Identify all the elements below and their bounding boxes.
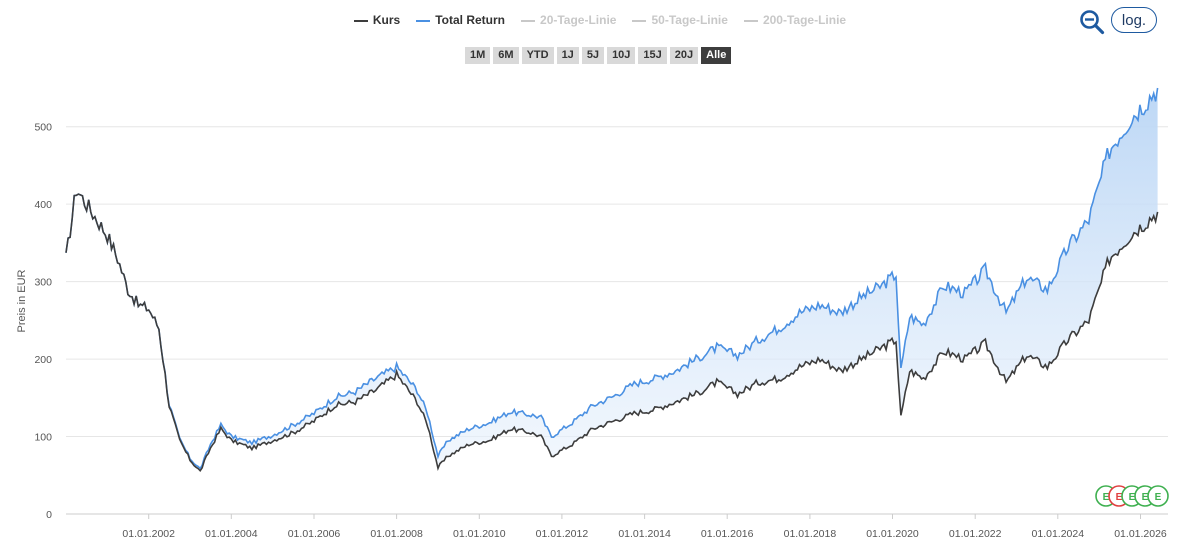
y-tick-label: 200 [34, 354, 52, 366]
legend-swatch [416, 19, 431, 22]
y-tick-label: 0 [46, 509, 52, 521]
legend-label: Total Return [435, 13, 506, 27]
event-marker-label: E [1116, 492, 1123, 503]
range-button-1j[interactable]: 1J [556, 47, 579, 64]
legend-label: 200-Tage-Linie [762, 13, 847, 27]
legend-label: 50-Tage-Linie [651, 13, 728, 27]
log-scale-button[interactable]: log. [1111, 7, 1157, 33]
series-line-total-return [65, 87, 1159, 470]
range-button-1m[interactable]: 1M [465, 47, 491, 64]
x-tick-label: 01.01.2026 [1114, 528, 1167, 540]
legend-swatch [632, 19, 647, 22]
range-button-20j[interactable]: 20J [669, 47, 699, 64]
chart-legend: Kurs Total Return 20-Tage-Linie 50-Tage-Lin… [0, 13, 1200, 27]
event-marker[interactable]: E [1147, 485, 1169, 507]
x-tick-label: 01.01.2012 [536, 528, 589, 540]
legend-swatch [353, 19, 368, 22]
x-tick-label: 01.01.2006 [288, 528, 341, 540]
range-button-5j[interactable]: 5J [581, 47, 605, 64]
event-marker-circle [1147, 485, 1169, 507]
y-tick-label: 300 [34, 277, 52, 289]
event-marker-label: E [1103, 492, 1110, 503]
series-line-kurs [65, 193, 1159, 472]
x-tick-label: 01.01.2004 [205, 528, 258, 540]
event-marker-label: E [1142, 492, 1149, 503]
range-button-ytd[interactable]: YTD [521, 47, 554, 64]
y-tick-label: 500 [34, 122, 52, 134]
legend-item-200-tage-linie[interactable]: 200-Tage-Linie [743, 13, 847, 27]
x-tick-label: 01.01.2016 [701, 528, 754, 540]
y-tick-label: 100 [34, 432, 52, 444]
total-return-area [66, 88, 1158, 471]
event-marker-label: E [1129, 492, 1136, 503]
x-tick-label: 01.01.2014 [618, 528, 671, 540]
x-tick-label: 01.01.2022 [949, 528, 1002, 540]
legend-item-kurs[interactable]: Kurs [353, 13, 401, 27]
legend-swatch [521, 19, 536, 22]
x-tick-label: 01.01.2010 [453, 528, 506, 540]
event-marker-label: E [1155, 492, 1162, 503]
range-button-6m[interactable]: 6M [493, 47, 519, 64]
x-tick-label: 01.01.2024 [1032, 528, 1085, 540]
range-button-10j[interactable]: 10J [607, 47, 636, 64]
x-tick-label: 01.01.2020 [866, 528, 919, 540]
legend-swatch [743, 19, 758, 22]
x-tick-label: 01.01.2018 [784, 528, 837, 540]
y-tick-label: 400 [34, 199, 52, 211]
legend-label: Kurs [372, 13, 401, 27]
legend-label: 20-Tage-Linie [540, 13, 617, 27]
range-button-15j[interactable]: 15J [638, 47, 667, 64]
legend-item-20-tage-linie[interactable]: 20-Tage-Linie [521, 13, 616, 27]
legend-item-total-return[interactable]: Total Return [416, 13, 505, 27]
range-selector: 1M 6M YTD 1J 5J 10J 15J 20J Alle [465, 47, 732, 64]
y-axis-label: Preis in EUR [16, 269, 28, 332]
range-button-alle[interactable]: Alle [701, 47, 732, 64]
legend-item-50-tage-linie[interactable]: 50-Tage-Linie [632, 13, 728, 27]
zoom-out-icon[interactable] [1079, 9, 1105, 35]
x-tick-label: 01.01.2008 [370, 528, 423, 540]
x-tick-label: 01.01.2002 [122, 528, 175, 540]
